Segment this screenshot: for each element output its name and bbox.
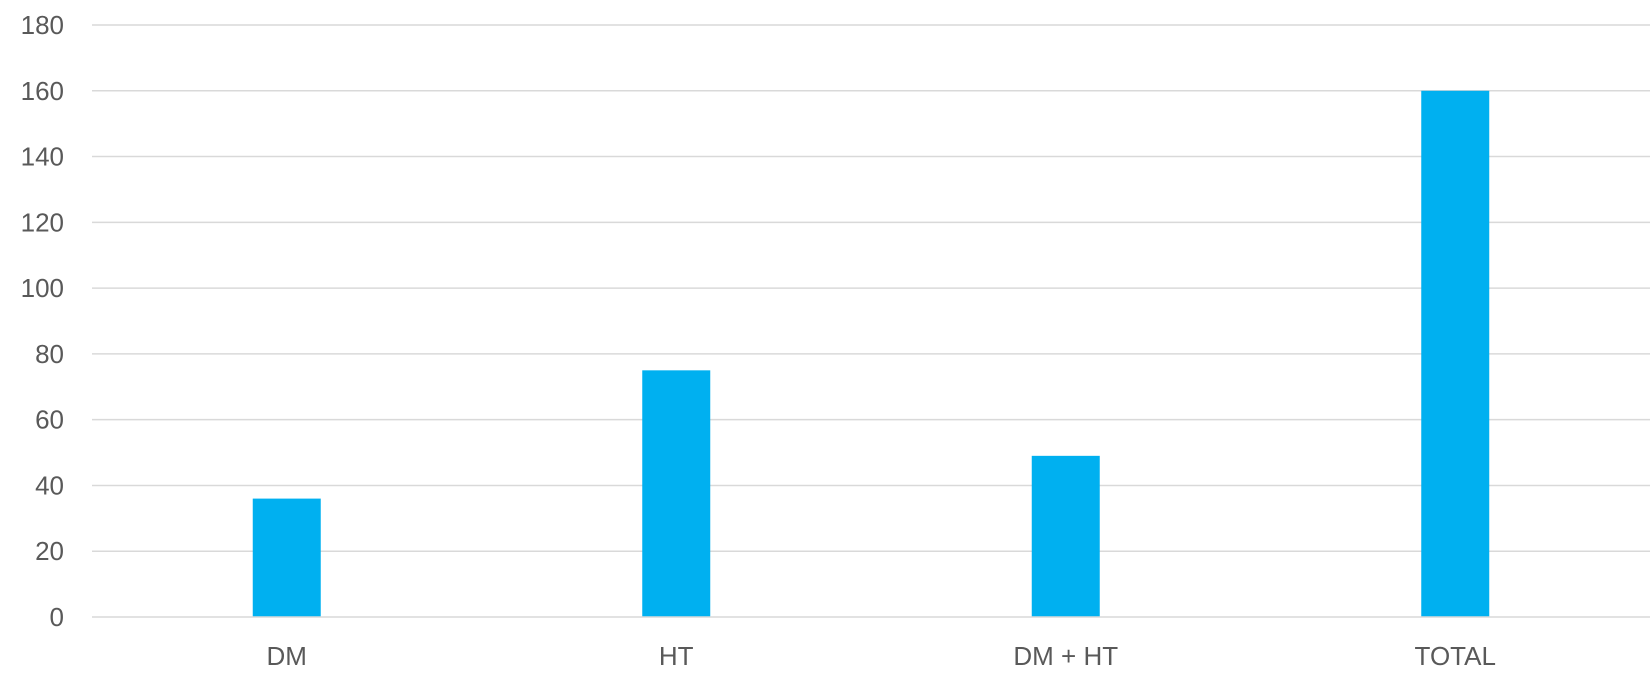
bar-total <box>1421 90 1490 618</box>
bar-dm-ht <box>1031 455 1100 617</box>
bar-dm <box>252 498 321 617</box>
y-tick-label: 160 <box>21 76 64 106</box>
x-category-label: DM + HT <box>1013 641 1118 671</box>
x-category-label: DM <box>267 641 307 671</box>
x-category-label: TOTAL <box>1415 641 1496 671</box>
y-tick-label: 0 <box>50 602 64 632</box>
x-axis-category-labels: DM HT DM + HT TOTAL <box>267 641 1496 671</box>
bar-ht <box>642 370 711 617</box>
y-tick-label: 140 <box>21 142 64 172</box>
x-category-label: HT <box>659 641 694 671</box>
y-tick-label: 80 <box>35 339 64 369</box>
y-tick-label: 40 <box>35 470 64 500</box>
y-tick-label: 60 <box>35 405 64 435</box>
y-axis-tick-labels: 0 20 40 60 80 100 120 140 160 180 <box>21 10 64 632</box>
bars <box>252 90 1490 618</box>
y-tick-label: 120 <box>21 207 64 237</box>
y-tick-label: 100 <box>21 273 64 303</box>
y-tick-label: 20 <box>35 536 64 566</box>
gridlines <box>92 24 1650 552</box>
y-tick-label: 180 <box>21 10 64 40</box>
